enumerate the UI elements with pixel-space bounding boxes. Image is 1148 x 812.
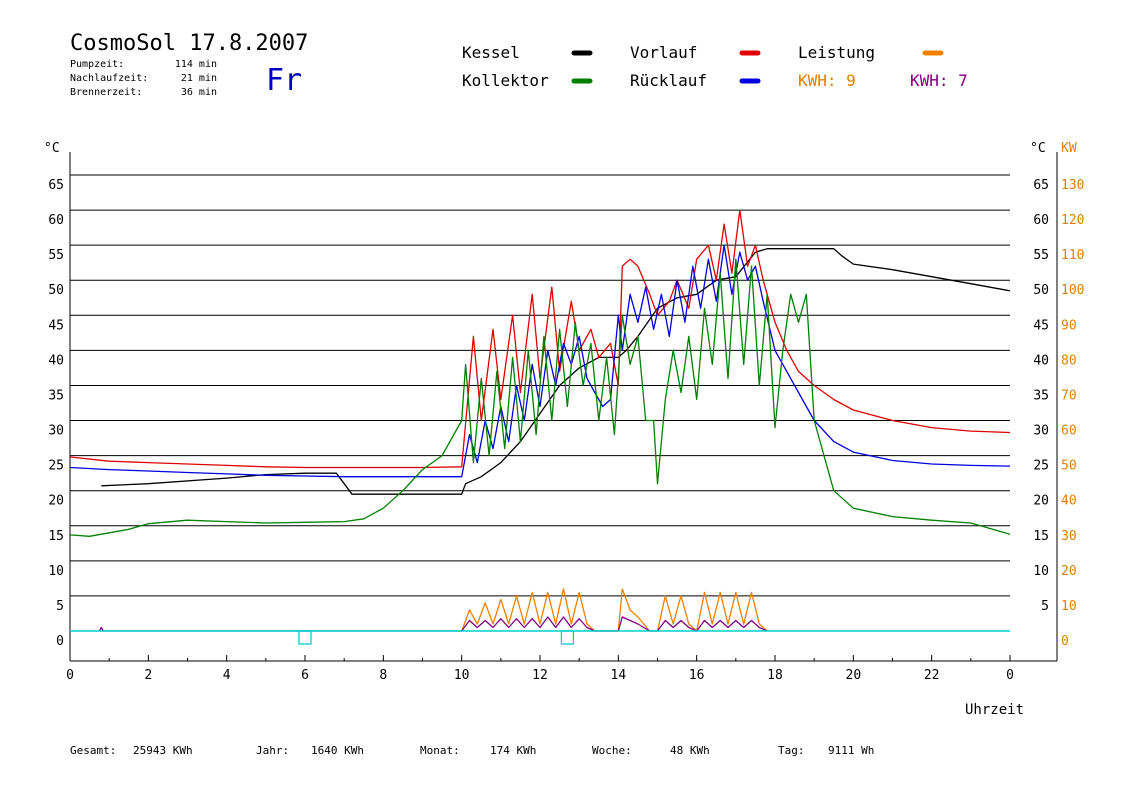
y-right-temp-tick-label: 45 — [1033, 318, 1049, 333]
y-right-temp-tick-label: 55 — [1033, 248, 1049, 263]
x-tick-label: 18 — [767, 668, 783, 683]
x-tick-label: 0 — [66, 668, 74, 683]
footer-label-tag: Tag: — [778, 744, 805, 757]
legend: Kessel Vorlauf Leistung Kollektor Rückla… — [462, 43, 968, 90]
y-left-tick-label: 50 — [48, 283, 64, 298]
y-left-unit: °C — [44, 141, 60, 156]
stat-value-pumpzeit: 114 min — [175, 59, 217, 70]
series-line-kollektor — [69, 258, 1011, 537]
footer-value-jahr: 1640 KWh — [311, 744, 364, 757]
stat-label-nachlaufzeit: Nachlaufzeit: — [70, 73, 148, 84]
y-left-tick-label: 45 — [48, 318, 64, 333]
legend-kwh-purple: KWH: 7 — [910, 71, 968, 90]
y-right-power-unit: KW — [1061, 141, 1077, 156]
y-right-power-tick-label: 90 — [1061, 318, 1077, 333]
y-left-tick-label: 25 — [48, 459, 64, 474]
y-right-temp-tick-label: 5 — [1041, 599, 1049, 614]
x-tick-label: 2 — [144, 668, 152, 683]
y-right-power-tick-label: 70 — [1061, 388, 1077, 403]
y-right-power-tick-label: 30 — [1061, 529, 1077, 544]
legend-label-kollektor: Kollektor — [462, 71, 549, 90]
y-right-power-tick-label: 130 — [1061, 178, 1084, 193]
x-tick-label: 4 — [223, 668, 231, 683]
y-right-power-tick-label: 0 — [1061, 634, 1069, 649]
y-right-power-tick-label: 10 — [1061, 599, 1077, 614]
x-tick-label: 0 — [1006, 668, 1014, 683]
x-tick-label: 6 — [301, 668, 309, 683]
baseline — [70, 630, 1010, 645]
y-right-temp-tick-label: 50 — [1033, 283, 1049, 298]
stat-value-nachlaufzeit: 21 min — [181, 73, 217, 84]
power-line-leistung-purple — [98, 616, 768, 632]
legend-label-vorlauf: Vorlauf — [630, 43, 697, 62]
baseline-marker — [298, 630, 312, 645]
legend-label-kessel: Kessel — [462, 43, 520, 62]
y-right-temp-tick-label: 40 — [1033, 353, 1049, 368]
x-axis-label: Uhrzeit — [965, 702, 1024, 718]
y-right-power-tick-label: 20 — [1061, 564, 1077, 579]
y-right-power-tick-label: 50 — [1061, 459, 1077, 474]
stat-label-brennerzeit: Brennerzeit: — [70, 87, 142, 98]
y-left-tick-label: 20 — [48, 494, 64, 509]
legend-label-ruecklauf: Rücklauf — [630, 71, 707, 90]
footer-value-tag: 9111 Wh — [828, 744, 874, 757]
y-right-power-tick-label: 60 — [1061, 424, 1077, 439]
grid-lines — [70, 174, 1010, 597]
y-right-temp-tick-label: 60 — [1033, 213, 1049, 228]
series-line-vorlauf — [69, 209, 1011, 469]
y-right-temp-tick-label: 35 — [1033, 388, 1049, 403]
y-left-tick-label: 5 — [56, 599, 64, 614]
footer-value-monat: 174 KWh — [490, 744, 536, 757]
y-right-power-tick-label: 120 — [1061, 213, 1084, 228]
y-left-tick-label: 60 — [48, 213, 64, 228]
legend-label-leistung: Leistung — [798, 43, 875, 62]
tick-labels: 0510152025303540455055606551015202530354… — [48, 178, 1084, 683]
stat-value-brennerzeit: 36 min — [181, 87, 217, 98]
chart-title: CosmoSol 17.8.2007 — [70, 31, 308, 56]
axes — [69, 152, 1058, 662]
x-tick-label: 12 — [532, 668, 548, 683]
y-left-tick-label: 0 — [56, 634, 64, 649]
y-right-temp-tick-label: 15 — [1033, 529, 1049, 544]
y-left-tick-label: 40 — [48, 353, 64, 368]
footer-value-woche: 48 KWh — [670, 744, 710, 757]
y-right-power-tick-label: 110 — [1061, 248, 1084, 263]
y-left-tick-label: 10 — [48, 564, 64, 579]
x-tick-label: 10 — [454, 668, 470, 683]
x-tick-label: 8 — [379, 668, 387, 683]
y-left-tick-label: 30 — [48, 424, 64, 439]
power-line-leistung — [461, 588, 768, 632]
stat-label-pumpzeit: Pumpzeit: — [70, 59, 124, 70]
y-right-temp-tick-label: 25 — [1033, 459, 1049, 474]
footer-label-monat: Monat: — [420, 744, 460, 757]
footer-value-gesamt: 25943 KWh — [133, 744, 193, 757]
baseline-marker — [560, 630, 575, 645]
series-lines — [69, 209, 1011, 632]
legend-kwh-orange: KWH: 9 — [798, 71, 856, 90]
y-right-power-tick-label: 100 — [1061, 283, 1084, 298]
x-tick-label: 16 — [689, 668, 705, 683]
x-tick-label: 20 — [846, 668, 862, 683]
y-right-temp-tick-label: 30 — [1033, 424, 1049, 439]
y-right-temp-tick-label: 65 — [1033, 178, 1049, 193]
x-tick-label: 22 — [924, 668, 940, 683]
y-left-tick-label: 15 — [48, 529, 64, 544]
footer-label-jahr: Jahr: — [256, 744, 289, 757]
y-right-temp-tick-label: 10 — [1033, 564, 1049, 579]
y-left-tick-label: 55 — [48, 248, 64, 263]
y-right-temp-tick-label: 20 — [1033, 494, 1049, 509]
x-tick-label: 14 — [611, 668, 627, 683]
footer-label-gesamt: Gesamt: — [70, 744, 116, 757]
y-left-tick-label: 65 — [48, 178, 64, 193]
y-right-power-tick-label: 40 — [1061, 494, 1077, 509]
footer-label-woche: Woche: — [592, 744, 632, 757]
y-right-power-tick-label: 80 — [1061, 353, 1077, 368]
runtime-stats: Pumpzeit: 114 min Nachlaufzeit: 21 min B… — [70, 59, 217, 98]
y-left-tick-label: 35 — [48, 388, 64, 403]
y-right-temp-unit: °C — [1030, 141, 1046, 156]
footer-totals: Gesamt: 25943 KWh Jahr: 1640 KWh Monat: … — [70, 744, 874, 757]
day-label: Fr — [266, 63, 302, 98]
